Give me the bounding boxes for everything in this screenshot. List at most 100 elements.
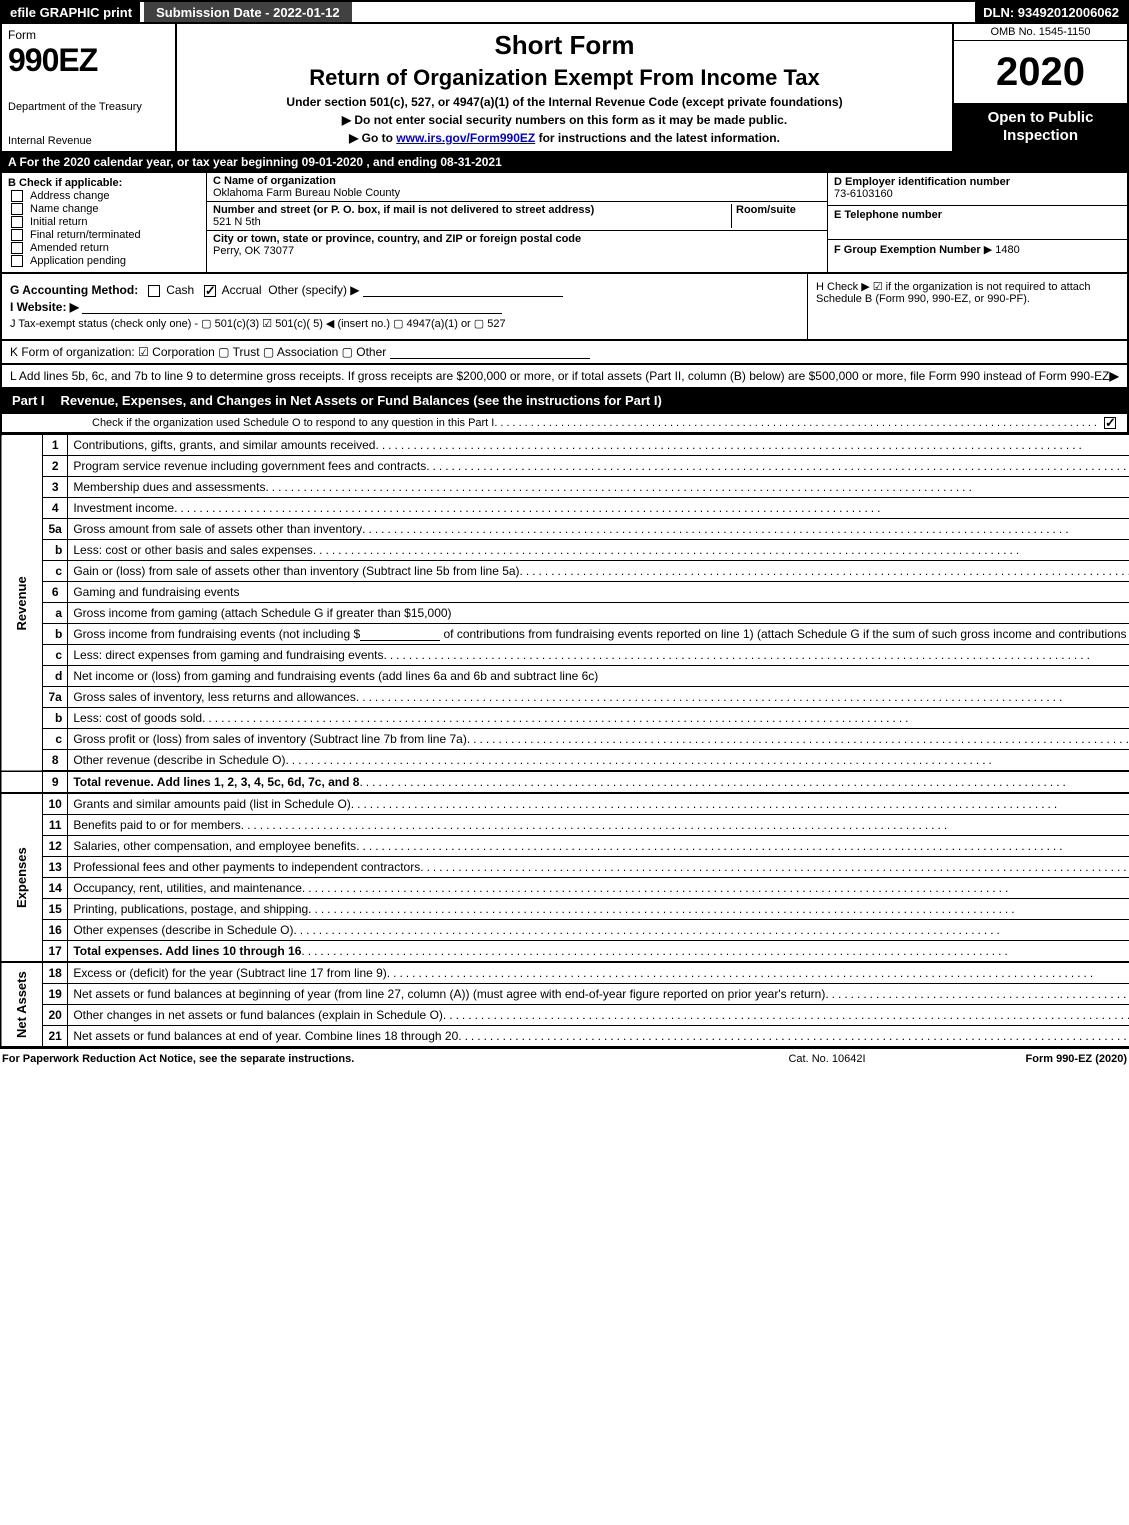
- table-row: 15 Printing, publications, postage, and …: [1, 899, 1129, 920]
- header-center: Short Form Return of Organization Exempt…: [177, 24, 952, 151]
- dept-treasury: Department of the Treasury: [8, 101, 169, 113]
- table-row: b Less: cost or other basis and sales ex…: [1, 540, 1129, 561]
- line-desc: Total revenue. Add lines 1, 2, 3, 4, 5c,…: [68, 771, 1129, 793]
- checkbox-icon[interactable]: [148, 285, 160, 297]
- org-address: 521 N 5th: [213, 216, 731, 228]
- line-desc: Less: cost or other basis and sales expe…: [68, 540, 1129, 561]
- line-desc: Investment income: [68, 498, 1129, 519]
- group-exemption-value: ▶ 1480: [984, 244, 1020, 256]
- line-desc: Excess or (deficit) for the year (Subtra…: [68, 962, 1129, 984]
- table-row: 2 Program service revenue including gove…: [1, 456, 1129, 477]
- lineno: 10: [43, 793, 68, 815]
- j-text: J Tax-exempt status (check only one) - ▢…: [10, 318, 506, 330]
- table-row: d Net income or (loss) from gaming and f…: [1, 666, 1129, 687]
- table-row: b Gross income from fundraising events (…: [1, 624, 1129, 645]
- lineno: d: [43, 666, 68, 687]
- dots-fill: [494, 417, 1096, 429]
- row-g: G Accounting Method: Cash Accrual Other …: [10, 283, 799, 297]
- page-footer: For Paperwork Reduction Act Notice, see …: [0, 1048, 1129, 1069]
- lineno: b: [43, 708, 68, 729]
- line-desc: Printing, publications, postage, and shi…: [68, 899, 1129, 920]
- form-number: 990EZ: [8, 42, 169, 79]
- table-row: 7a Gross sales of inventory, less return…: [1, 687, 1129, 708]
- form-header: Form 990EZ Department of the Treasury In…: [0, 24, 1129, 153]
- line-desc: Benefits paid to or for members: [68, 815, 1129, 836]
- dln-label: DLN: 93492012006062: [975, 2, 1127, 22]
- lineno: 13: [43, 857, 68, 878]
- lineno: 19: [43, 984, 68, 1005]
- line-desc: Less: cost of goods sold: [68, 708, 1129, 729]
- lineno: 6: [43, 582, 68, 603]
- line-desc: Professional fees and other payments to …: [68, 857, 1129, 878]
- lineno: 14: [43, 878, 68, 899]
- org-name: Oklahoma Farm Bureau Noble County: [213, 187, 821, 199]
- k-text: K Form of organization: ☑ Corporation ▢ …: [10, 345, 386, 359]
- room-suite-label: Room/suite: [736, 204, 796, 216]
- table-row: 8 Other revenue (describe in Schedule O)…: [1, 750, 1129, 772]
- row-j: J Tax-exempt status (check only one) - ▢…: [10, 317, 799, 330]
- lineno: 2: [43, 456, 68, 477]
- header-right: OMB No. 1545-1150 2020 Open to Public In…: [952, 24, 1127, 151]
- checkbox-icon[interactable]: [204, 285, 216, 297]
- instr-goto: ▶ Go to www.irs.gov/Form990EZ for instru…: [185, 131, 944, 145]
- side-revenue: Revenue: [1, 435, 43, 772]
- line-desc: Salaries, other compensation, and employ…: [68, 836, 1129, 857]
- l-amount: ▶ $ 35,648: [1109, 369, 1119, 383]
- block-bcdef: B Check if applicable: Address change Na…: [0, 173, 1129, 274]
- lineno: 8: [43, 750, 68, 772]
- instr-post: for instructions and the latest informat…: [535, 131, 780, 145]
- line-desc: Gross sales of inventory, less returns a…: [68, 687, 1129, 708]
- table-row: 6 Gaming and fundraising events: [1, 582, 1129, 603]
- line-desc: Contributions, gifts, grants, and simila…: [68, 435, 1129, 456]
- dept-irs: Internal Revenue: [8, 135, 169, 147]
- table-row: Revenue 1 Contributions, gifts, grants, …: [1, 435, 1129, 456]
- l-text: L Add lines 5b, 6c, and 7b to line 9 to …: [10, 369, 1109, 383]
- i-label: I Website: ▶: [10, 300, 79, 314]
- line-desc: Other changes in net assets or fund bala…: [68, 1005, 1129, 1026]
- chk-amended-return[interactable]: Amended return: [8, 242, 200, 254]
- table-row: 11 Benefits paid to or for members 11: [1, 815, 1129, 836]
- k-other-blank[interactable]: [390, 347, 590, 359]
- line-desc: Other revenue (describe in Schedule O): [68, 750, 1129, 772]
- footer-form-ref: Form 990-EZ (2020): [927, 1053, 1127, 1065]
- irs-link[interactable]: www.irs.gov/Form990EZ: [396, 131, 535, 145]
- table-row: 9 Total revenue. Add lines 1, 2, 3, 4, 5…: [1, 771, 1129, 793]
- table-row: 19 Net assets or fund balances at beginn…: [1, 984, 1129, 1005]
- part1-tab: Part I: [2, 389, 55, 412]
- header-left: Form 990EZ Department of the Treasury In…: [2, 24, 177, 151]
- part1-table: Revenue 1 Contributions, gifts, grants, …: [0, 434, 1129, 1048]
- chk-application-pending[interactable]: Application pending: [8, 255, 200, 267]
- schedule-o-checkbox[interactable]: [1104, 417, 1116, 429]
- lineno: 5a: [43, 519, 68, 540]
- instr-ssn: ▶ Do not enter social security numbers o…: [185, 113, 944, 127]
- g-label: G Accounting Method:: [10, 283, 138, 297]
- section-e: E Telephone number: [828, 206, 1127, 239]
- lineno: 11: [43, 815, 68, 836]
- chk-final-return[interactable]: Final return/terminated: [8, 229, 200, 241]
- lineno: b: [43, 624, 68, 645]
- chk-initial-return[interactable]: Initial return: [8, 216, 200, 228]
- part1-sub: Check if the organization used Schedule …: [0, 414, 1129, 434]
- submission-date: Submission Date - 2022-01-12: [144, 2, 352, 22]
- table-row: 14 Occupancy, rent, utilities, and maint…: [1, 878, 1129, 899]
- website-blank[interactable]: [82, 302, 502, 314]
- table-row: 3 Membership dues and assessments 3 12,2…: [1, 477, 1129, 498]
- f-label: F Group Exemption Number: [834, 244, 981, 256]
- part1-header: Part I Revenue, Expenses, and Changes in…: [0, 389, 1129, 414]
- d-label: D Employer identification number: [834, 176, 1121, 188]
- omb-number: OMB No. 1545-1150: [954, 24, 1127, 41]
- line-desc: Program service revenue including govern…: [68, 456, 1129, 477]
- chk-address-change[interactable]: Address change: [8, 190, 200, 202]
- fundraising-amount-blank[interactable]: [360, 629, 440, 641]
- line-desc: Occupancy, rent, utilities, and maintena…: [68, 878, 1129, 899]
- lineno: a: [43, 603, 68, 624]
- subtitle: Under section 501(c), 527, or 4947(a)(1)…: [185, 95, 944, 109]
- part1-title: Revenue, Expenses, and Changes in Net As…: [55, 389, 1127, 412]
- lineno: 7a: [43, 687, 68, 708]
- line-desc: Other expenses (describe in Schedule O): [68, 920, 1129, 941]
- chk-name-change[interactable]: Name change: [8, 203, 200, 215]
- line-desc: Grants and similar amounts paid (list in…: [68, 793, 1129, 815]
- org-city: Perry, OK 73077: [213, 245, 821, 257]
- other-specify-blank[interactable]: [363, 285, 563, 297]
- row-i: I Website: ▶: [10, 300, 799, 314]
